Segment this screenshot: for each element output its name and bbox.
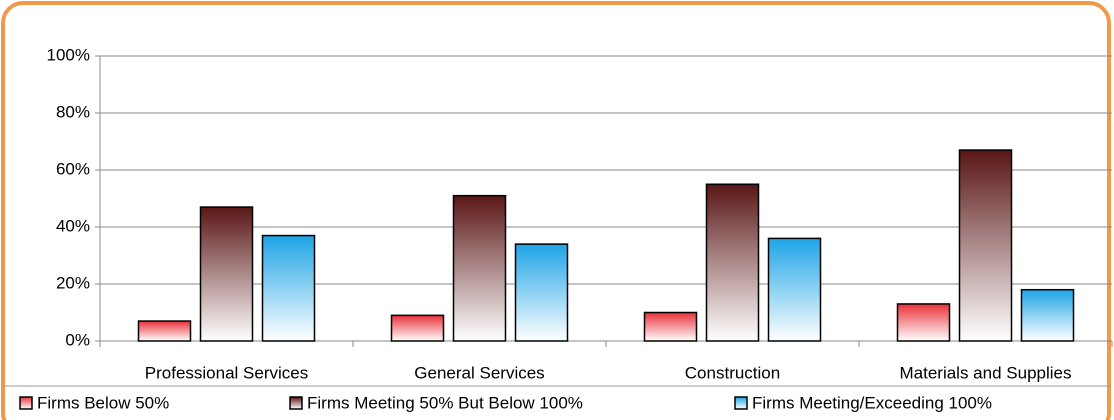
y-tick-label: 80% [56, 102, 90, 121]
y-tick-label: 40% [56, 216, 90, 235]
x-tick-label: Professional Services [145, 363, 308, 382]
x-tick-label: General Services [414, 363, 544, 382]
bar [896, 303, 951, 342]
legend-label: Firms Meeting/Exceeding 100% [752, 393, 992, 412]
bar [261, 234, 316, 342]
bar [643, 311, 698, 342]
bar [1020, 288, 1075, 342]
bar [390, 314, 445, 342]
bar [767, 237, 822, 342]
legend-swatch [19, 396, 33, 410]
y-tick-label: 0% [65, 330, 90, 349]
bar [452, 194, 507, 342]
bar [137, 320, 192, 342]
legend-swatch [734, 396, 748, 410]
legend-label: Firms Below 50% [37, 393, 169, 412]
bar [705, 183, 760, 342]
bar [514, 243, 569, 342]
bar [199, 206, 254, 342]
y-tick-label: 60% [56, 159, 90, 178]
legend-swatch [289, 396, 303, 410]
y-tick-label: 20% [56, 273, 90, 292]
legend-label: Firms Meeting 50% But Below 100% [307, 393, 583, 412]
bar [958, 149, 1013, 342]
x-tick-label: Materials and Supplies [900, 363, 1072, 382]
x-tick-label: Construction [685, 363, 780, 382]
y-tick-label: 100% [47, 45, 90, 64]
